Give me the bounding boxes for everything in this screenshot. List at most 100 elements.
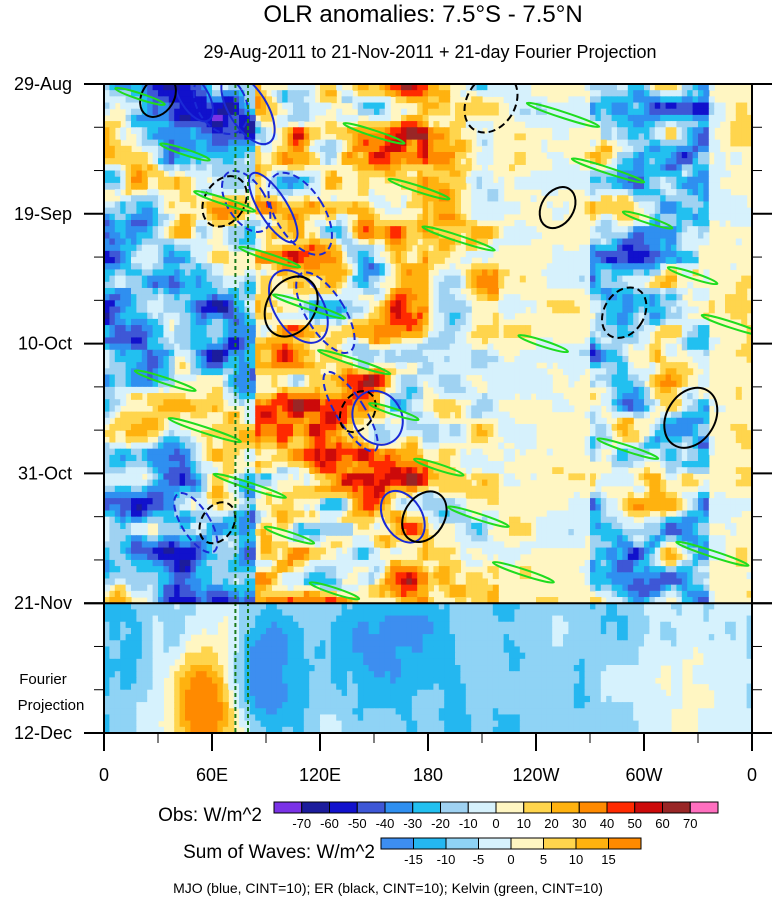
anomaly-cell	[665, 238, 672, 246]
anomaly-cell	[104, 207, 110, 215]
anomaly-cell	[492, 195, 499, 203]
anomaly-cell	[498, 281, 505, 289]
anomaly-cell	[465, 108, 472, 116]
anomaly-cell	[395, 226, 402, 233]
anomaly-cell	[131, 213, 137, 221]
anomaly-cell	[438, 108, 445, 116]
anomaly-cell	[730, 121, 737, 128]
anomaly-cell	[703, 102, 710, 110]
anomaly-cell	[509, 238, 515, 246]
anomaly-cell	[649, 374, 656, 382]
anomaly-cell	[163, 114, 170, 122]
anomaly-cell	[627, 121, 634, 128]
anomaly-cell	[212, 108, 218, 116]
anomaly-cell	[611, 368, 618, 376]
anomaly-cell	[590, 349, 596, 357]
anomaly-cell	[465, 325, 472, 332]
anomaly-cell	[158, 294, 164, 301]
anomaly-cell	[649, 151, 656, 159]
anomaly-cell	[595, 102, 602, 110]
anomaly-cell	[384, 151, 391, 159]
anomaly-cell	[606, 238, 613, 246]
anomaly-cell	[654, 300, 661, 308]
anomaly-cell	[617, 139, 623, 147]
anomaly-cell	[401, 287, 407, 295]
anomaly-cell	[660, 195, 667, 203]
anomaly-cell	[136, 312, 143, 320]
anomaly-cell	[195, 399, 202, 407]
anomaly-cell	[654, 96, 661, 104]
anomaly-cell	[687, 195, 694, 203]
anomaly-cell	[190, 139, 197, 147]
anomaly-cell	[185, 139, 191, 147]
anomaly-cell	[125, 232, 132, 240]
anomaly-cell	[104, 368, 110, 376]
anomaly-cell	[460, 114, 467, 122]
anomaly-cell	[384, 133, 391, 141]
anomaly-cell	[363, 355, 370, 363]
anomaly-cell	[330, 300, 337, 308]
anomaly-cell	[341, 325, 348, 332]
anomaly-cell	[665, 368, 672, 376]
anomaly-cell	[611, 318, 618, 326]
anomaly-cell	[368, 232, 375, 240]
anomaly-cell	[622, 362, 629, 369]
anomaly-cell	[735, 151, 742, 159]
anomaly-cell	[606, 275, 613, 283]
anomaly-cell	[384, 139, 391, 147]
anomaly-cell	[282, 343, 289, 351]
anomaly-cell	[174, 108, 181, 116]
anomaly-cell	[692, 84, 699, 91]
anomaly-cell	[379, 306, 386, 314]
anomaly-cell	[746, 275, 752, 283]
anomaly-cell	[239, 102, 245, 110]
anomaly-cell	[611, 405, 618, 413]
anomaly-cell	[487, 368, 494, 376]
anomaly-cell	[233, 423, 240, 431]
anomaly-cell	[519, 362, 526, 369]
anomaly-cell	[293, 337, 299, 345]
anomaly-cell	[444, 355, 451, 363]
anomaly-cell	[212, 362, 218, 369]
anomaly-cell	[168, 269, 175, 277]
anomaly-cell	[228, 133, 235, 141]
anomaly-cell	[487, 139, 494, 147]
anomaly-cell	[401, 201, 407, 209]
anomaly-cell	[249, 368, 256, 376]
anomaly-cell	[368, 164, 375, 172]
anomaly-cell	[617, 151, 623, 159]
anomaly-cell	[444, 368, 451, 376]
anomaly-cell	[249, 325, 256, 332]
anomaly-cell	[681, 207, 688, 215]
anomaly-cell	[228, 275, 235, 283]
anomaly-cell	[147, 238, 154, 246]
anomaly-cell	[141, 331, 148, 339]
anomaly-cell	[600, 294, 607, 301]
anomaly-cell	[298, 238, 305, 246]
anomaly-cell	[487, 399, 494, 407]
anomaly-cell	[379, 386, 386, 394]
anomaly-cell	[104, 244, 110, 252]
anomaly-cell	[519, 355, 526, 363]
anomaly-cell	[185, 238, 191, 246]
anomaly-cell	[314, 393, 321, 400]
anomaly-cell	[266, 127, 272, 135]
anomaly-cell	[460, 226, 467, 233]
anomaly-cell	[649, 195, 656, 203]
anomaly-cell	[411, 121, 418, 128]
anomaly-cell	[579, 349, 586, 357]
anomaly-cell	[141, 269, 148, 277]
anomaly-cell	[600, 417, 607, 425]
anomaly-cell	[568, 102, 575, 110]
anomaly-cell	[131, 250, 137, 258]
anomaly-cell	[449, 281, 456, 289]
anomaly-cell	[509, 102, 515, 110]
anomaly-cell	[698, 362, 704, 369]
anomaly-cell	[725, 201, 731, 209]
anomaly-cell	[649, 263, 656, 271]
anomaly-cell	[109, 170, 116, 178]
anomaly-cell	[644, 164, 650, 172]
anomaly-cell	[390, 331, 397, 339]
anomaly-cell	[325, 386, 332, 394]
anomaly-cell	[649, 90, 656, 97]
